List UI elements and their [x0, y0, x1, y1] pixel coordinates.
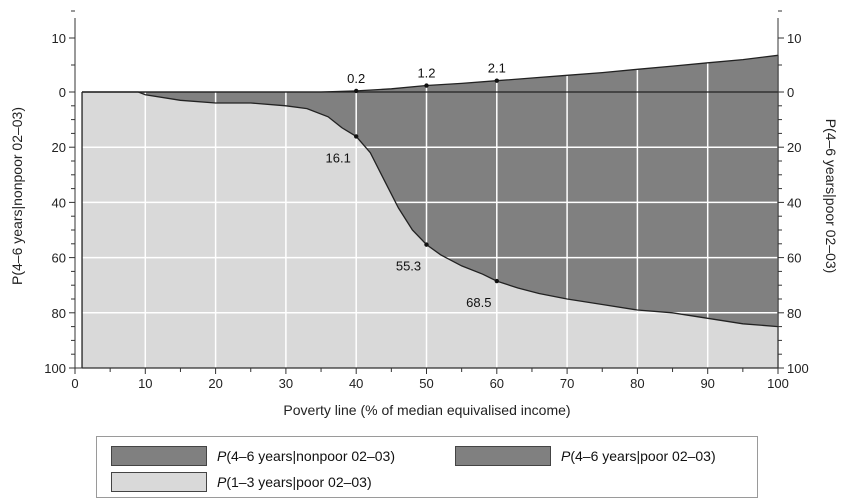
x-axis-title: Poverty line (% of median equivalised in… — [283, 402, 570, 418]
chart-areas — [82, 55, 778, 368]
y-tick-label-right: 0 — [787, 85, 794, 100]
legend-label-poor-1-3: P(1–3 years|poor 02–03) — [217, 474, 372, 490]
data-point-marker — [354, 134, 359, 139]
y-tick-label-left: 40 — [52, 195, 66, 210]
data-point-marker — [494, 78, 499, 83]
data-labels: 0.2 1.2 2.1 16.1 55.3 68.5 — [326, 61, 506, 310]
y-tick-label-left: 10 — [52, 31, 66, 46]
legend-swatch-poor-4-6 — [455, 446, 551, 466]
y-axis-title-right: P(4–6 years|poor 02–03) — [823, 119, 839, 274]
legend-label-nonpoor: P(4–6 years|nonpoor 02–03) — [217, 448, 395, 464]
x-tick-label: 30 — [279, 376, 293, 391]
y-axis-title-left: P(4–6 years|nonpoor 02–03) — [9, 107, 25, 285]
y-tick-label-right: 80 — [787, 306, 801, 321]
y-tick-label-left: 20 — [52, 140, 66, 155]
y-tick-label-left: 80 — [52, 306, 66, 321]
x-tick-label: 80 — [630, 376, 644, 391]
data-label: 1.2 — [417, 66, 435, 81]
legend-label-poor-4-6: P(4–6 years|poor 02–03) — [561, 448, 716, 464]
series-line-poor — [82, 91, 779, 328]
x-tick-label: 10 — [138, 376, 152, 391]
x-tick-label: 100 — [767, 376, 789, 391]
data-label: 2.1 — [488, 61, 506, 76]
y-tick-label-right: 100 — [787, 361, 809, 376]
gridlines — [75, 18, 779, 368]
x-tick-label: 50 — [419, 376, 433, 391]
x-tick-label: 40 — [349, 376, 363, 391]
x-tick-label: 20 — [208, 376, 222, 391]
legend-item-poor-1-3: P(1–3 years|poor 02–03) — [111, 471, 372, 493]
y-tick-label-right: 40 — [787, 195, 801, 210]
axes: 0102030405060708090100101020200020204040… — [44, 10, 809, 391]
x-tick-label: 90 — [700, 376, 714, 391]
area-4-6-years-nonpoor — [82, 55, 778, 92]
data-point-marker — [354, 88, 359, 94]
data-label: 68.5 — [466, 295, 491, 310]
legend-swatch-nonpoor — [111, 446, 207, 466]
data-point-marker — [424, 83, 429, 88]
y-tick-label-left: 100 — [44, 361, 66, 376]
legend-item-nonpoor: P(4–6 years|nonpoor 02–03) — [111, 445, 395, 467]
poverty-duration-chart: 0102030405060708090100101020200020204040… — [9, 10, 839, 418]
y-tick-label-left: 0 — [59, 85, 66, 100]
area-1-3-years-poor — [82, 92, 778, 368]
y-tick-label-right: 10 — [787, 31, 801, 46]
y-tick-label-left: 60 — [52, 251, 66, 266]
x-tick-label: 70 — [560, 376, 574, 391]
y-tick-label-right: 20 — [787, 140, 801, 155]
data-point-marker — [424, 242, 429, 247]
data-label: 55.3 — [396, 259, 421, 274]
data-label: 0.2 — [347, 71, 365, 86]
area-4-6-years-poor — [82, 92, 778, 327]
legend-swatch-poor-1-3 — [111, 472, 207, 492]
data-point-marker — [494, 278, 499, 284]
y-tick-label-right: 60 — [787, 251, 801, 266]
legend-item-poor-4-6: P(4–6 years|poor 02–03) — [455, 445, 716, 467]
legend: P(4–6 years|nonpoor 02–03) P(4–6 years|p… — [96, 436, 758, 498]
data-label: 16.1 — [326, 150, 351, 165]
x-tick-label: 60 — [490, 376, 504, 391]
x-tick-label: 0 — [71, 376, 78, 391]
